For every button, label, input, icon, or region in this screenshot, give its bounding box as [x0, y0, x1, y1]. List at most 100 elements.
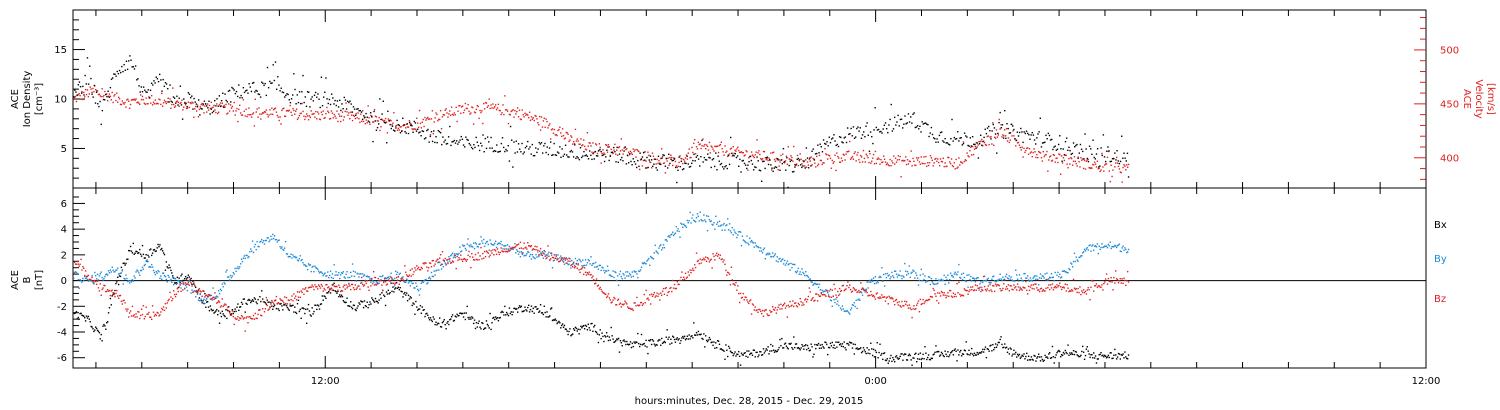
data-point	[282, 300, 284, 302]
data-point	[611, 335, 613, 337]
data-point	[346, 297, 348, 299]
data-point	[87, 95, 90, 98]
data-point	[642, 343, 645, 345]
data-point	[749, 353, 751, 356]
data-point	[569, 139, 571, 141]
data-point	[103, 94, 105, 97]
data-point	[263, 84, 265, 87]
data-point	[106, 95, 108, 98]
data-point	[127, 280, 129, 283]
data-point	[77, 279, 79, 281]
data-point	[1065, 351, 1067, 354]
data-point	[296, 94, 298, 96]
data-point	[846, 309, 848, 312]
data-point	[225, 304, 227, 306]
data-point	[115, 99, 117, 102]
data-point	[214, 297, 216, 300]
data-point	[692, 214, 694, 216]
data-point	[1026, 359, 1029, 361]
data-point	[946, 165, 948, 167]
data-point	[205, 294, 207, 297]
data-point	[713, 150, 715, 152]
data-point	[297, 299, 300, 302]
data-point	[637, 159, 639, 162]
data-point	[659, 245, 661, 247]
data-point	[86, 275, 89, 278]
data-point	[984, 128, 986, 131]
data-point	[372, 271, 375, 273]
data-point	[862, 149, 865, 152]
data-point	[650, 343, 653, 346]
data-point	[942, 140, 944, 142]
data-point	[223, 106, 225, 109]
data-point	[342, 108, 344, 110]
data-point	[1046, 150, 1048, 153]
data-point	[222, 305, 224, 308]
data-point	[967, 144, 969, 147]
data-point	[1034, 151, 1036, 153]
data-point	[106, 274, 109, 276]
data-point	[172, 275, 174, 277]
data-point	[307, 287, 310, 289]
data-point	[1017, 141, 1020, 144]
data-point	[429, 278, 432, 280]
data-point	[1114, 348, 1116, 351]
data-point	[471, 106, 473, 108]
data-point	[751, 154, 754, 156]
data-point	[1115, 354, 1117, 356]
data-point	[338, 284, 340, 286]
data-point	[300, 259, 302, 262]
data-point	[1101, 355, 1103, 357]
data-point	[201, 300, 203, 302]
data-point	[678, 156, 680, 158]
data-point	[660, 163, 662, 166]
data-point	[275, 307, 278, 310]
data-point	[238, 108, 240, 111]
data-point	[790, 262, 792, 265]
data-point	[552, 319, 555, 321]
data-point	[119, 103, 122, 106]
data-point	[354, 271, 357, 273]
data-point	[287, 93, 289, 96]
data-point	[1054, 271, 1056, 274]
data-point	[784, 160, 787, 162]
data-point	[454, 315, 456, 317]
data-point	[225, 99, 227, 102]
data-point	[210, 294, 212, 296]
data-point	[305, 265, 307, 267]
data-point	[175, 283, 178, 285]
data-point	[1059, 350, 1061, 353]
data-point	[537, 308, 539, 310]
data-point	[106, 322, 108, 324]
data-point	[254, 91, 256, 93]
data-point	[84, 274, 86, 277]
data-point	[504, 305, 506, 308]
data-point	[788, 342, 790, 345]
data-point	[269, 306, 271, 309]
data-point	[745, 355, 747, 358]
data-point	[358, 118, 360, 120]
data-point	[127, 98, 129, 100]
data-point	[1030, 356, 1033, 358]
data-point	[688, 334, 690, 336]
data-point	[1069, 352, 1071, 354]
data-point	[89, 279, 91, 282]
data-point	[910, 150, 912, 152]
data-point	[555, 319, 557, 322]
data-point	[187, 101, 190, 103]
data-point	[696, 148, 699, 150]
data-point	[196, 292, 199, 294]
data-point	[949, 144, 951, 146]
data-point	[1011, 355, 1013, 357]
data-point	[352, 106, 355, 108]
data-point	[555, 154, 558, 157]
data-point	[730, 147, 733, 149]
data-point	[515, 308, 517, 310]
data-point	[1048, 278, 1050, 280]
data-point	[168, 101, 170, 103]
bottom-tick-label: 6	[61, 199, 67, 210]
data-point	[685, 337, 688, 340]
data-point	[157, 269, 159, 272]
data-point	[322, 274, 324, 277]
data-point	[91, 91, 93, 94]
